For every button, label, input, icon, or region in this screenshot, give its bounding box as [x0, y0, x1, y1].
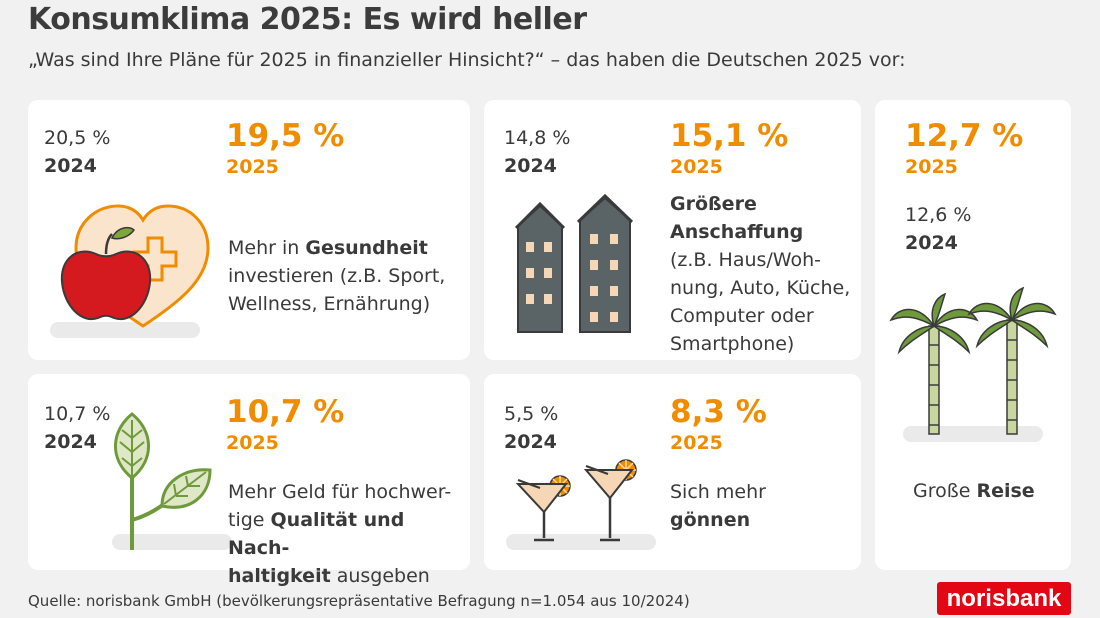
desc-text: Große: [913, 480, 977, 502]
year-2025-label: 2025: [670, 432, 723, 454]
value-2025: 8,3 % 2025: [670, 395, 767, 457]
year-2025-label: 2025: [905, 156, 958, 178]
desc-line: (z.B. Haus/Woh-: [670, 249, 822, 271]
page-subtitle: „Was sind Ihre Pläne für 2025 in finanzi…: [28, 49, 906, 71]
card-description: Mehr Geld für hochwer- tige Qualität und…: [228, 478, 470, 590]
value-2024: 12,6 % 2024: [905, 201, 971, 257]
desc-text: Mehr in: [228, 237, 306, 259]
year-2024-label: 2024: [44, 155, 97, 177]
desc-bold: haltigkeit: [228, 565, 331, 587]
year-2025-label: 2025: [226, 156, 279, 178]
value-2024: 14,8 % 2024: [504, 124, 570, 180]
value-2025-pct: 8,3 %: [670, 394, 767, 430]
card-description: Mehr in Gesundheit investieren (z.B. Spo…: [228, 234, 445, 318]
card-travel: 12,7 % 2025 12,6 % 2024 Große Reise: [875, 100, 1071, 570]
year-2024-label: 2024: [504, 155, 557, 177]
card-description: Sich mehr gönnen: [670, 478, 766, 534]
card-description: Größere Anschaffung (z.B. Haus/Woh- nung…: [670, 190, 850, 358]
leaf-plant-icon: [114, 412, 212, 550]
year-2024-label: 2024: [44, 431, 97, 453]
value-2024: 20,5 % 2024: [44, 124, 110, 180]
value-2025-pct: 15,1 %: [670, 118, 789, 154]
card-health: 20,5 % 2024 19,5 % 2025 Mehr in Gesundhe…: [28, 100, 470, 360]
value-2025-pct: 19,5 %: [226, 118, 345, 154]
desc-text: ausgeben: [330, 565, 430, 587]
year-2025-label: 2025: [670, 156, 723, 178]
desc-line: Smartphone): [670, 333, 795, 355]
source-note: Quelle: norisbank GmbH (bevölkerungsrepr…: [28, 592, 690, 610]
value-2024-pct: 12,6 %: [905, 204, 972, 226]
desc-line: Computer oder: [670, 305, 814, 327]
value-2025: 19,5 % 2025: [226, 119, 344, 181]
desc-text: tige: [228, 509, 271, 531]
desc-bold: Reise: [976, 480, 1035, 502]
value-2025-pct: 10,7 %: [226, 394, 345, 430]
value-2024-pct: 20,5 %: [44, 127, 111, 149]
year-2024-label: 2024: [504, 431, 557, 453]
desc-bold: Größere: [670, 193, 757, 215]
card-description: Große Reise: [913, 477, 1035, 505]
desc-line: Mehr Geld für hochwer-: [228, 481, 452, 503]
value-2024-pct: 5,5 %: [504, 403, 559, 425]
palm-trees-icon: [889, 286, 1057, 435]
buildings-icon: [514, 193, 634, 333]
desc-line: Wellness, Ernährung): [228, 293, 431, 315]
value-2024-pct: 14,8 %: [504, 127, 571, 149]
value-2025: 15,1 % 2025: [670, 119, 788, 181]
card-purchase: 14,8 % 2024 15,1 % 2025 Größere Anschaff…: [484, 100, 861, 360]
desc-line: nung, Auto, Küche,: [670, 277, 851, 299]
norisbank-logo: norisbank: [937, 582, 1071, 615]
heart-apple-cross-icon: [60, 204, 210, 328]
card-quality: 10,7 % 2024 10,7 % 2025 Mehr Geld für ho…: [28, 374, 470, 587]
desc-bold: Anschaffung: [670, 221, 804, 243]
value-2025-pct: 12,7 %: [905, 118, 1024, 154]
year-2024-label: 2024: [905, 232, 958, 254]
year-2025-label: 2025: [226, 432, 279, 454]
cocktail-glasses-icon: [515, 459, 637, 542]
value-2025: 12,7 % 2025: [905, 119, 1023, 181]
value-2024-pct: 10,7 %: [44, 403, 111, 425]
value-2024: 5,5 % 2024: [504, 400, 558, 456]
desc-bold: gönnen: [670, 509, 751, 531]
value-2025: 10,7 % 2025: [226, 395, 344, 457]
desc-line: Sich mehr: [670, 481, 766, 503]
icon-shadow: [50, 322, 200, 338]
value-2024: 10,7 % 2024: [44, 400, 110, 456]
card-treat: 5,5 % 2024 8,3 % 2025 Sich mehr gönnen: [484, 374, 861, 570]
desc-bold: Qualität und Nach-: [228, 509, 405, 559]
icon-shadow: [112, 534, 232, 550]
desc-line: investieren (z.B. Sport,: [228, 265, 446, 287]
desc-bold: Gesundheit: [305, 237, 428, 259]
page-title: Konsumklima 2025: Es wird heller: [28, 2, 587, 37]
